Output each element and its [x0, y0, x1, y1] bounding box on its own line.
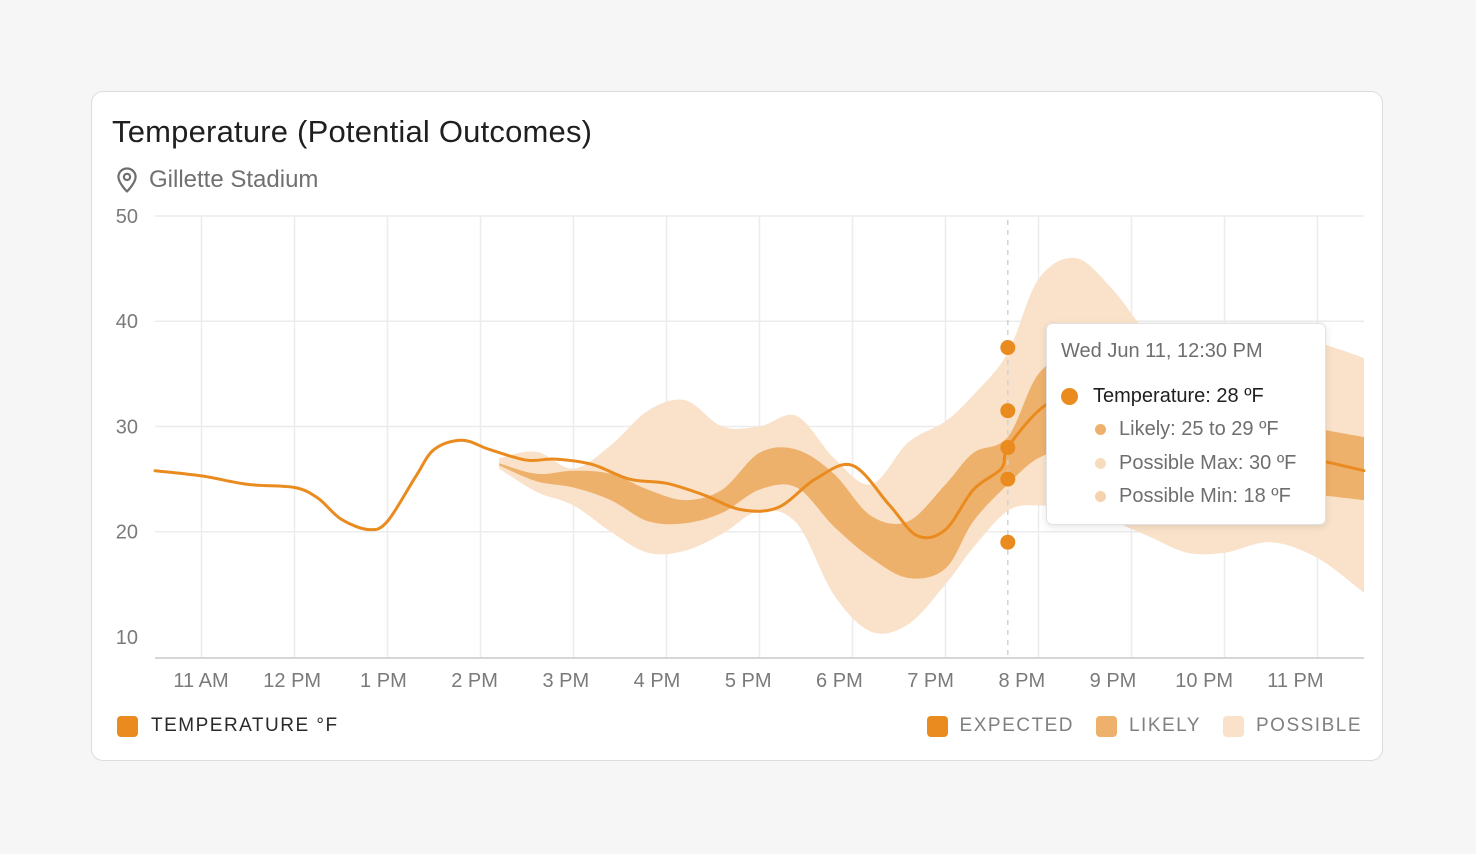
- y-axis-ticks: 10 20 30 40 50: [116, 206, 138, 649]
- x-tick-label: 10 PM: [1175, 670, 1233, 692]
- x-tick-label: 4 PM: [634, 670, 681, 692]
- expected-swatch: [926, 715, 948, 737]
- tooltip-min-dot: [1095, 491, 1106, 502]
- legend-expected-label: EXPECTED: [959, 715, 1074, 736]
- x-tick-label: 12 PM: [263, 670, 321, 692]
- tooltip-possible-min: Possible Min: 18 ºF: [1095, 485, 1291, 508]
- hover-point-1: [1000, 403, 1016, 419]
- hover-point-4: [1000, 534, 1016, 550]
- x-tick-label: 5 PM: [725, 670, 772, 692]
- tooltip-expected-dot: [1061, 388, 1078, 405]
- legend-possible-label: POSSIBLE: [1256, 715, 1362, 736]
- y-tick-label: 30: [116, 416, 138, 438]
- temperature-swatch: [117, 715, 138, 737]
- chart-card: Temperature (Potential Outcomes) Gillett…: [91, 91, 1383, 761]
- likely-swatch: [1095, 715, 1117, 737]
- legend-temperature-label: TEMPERATURE °F: [151, 715, 339, 736]
- x-axis-ticks: 11 AM 12 PM 1 PM 2 PM 3 PM 4 PM 5 PM 6 PM 7 PM 8 …: [173, 670, 1323, 692]
- legend-outcomes: EXPECTED LIKELY POSSIBLE: [926, 715, 1362, 737]
- tooltip-max-label: Possible Max: 30 ºF: [1119, 452, 1297, 474]
- x-tick-label: 11 AM: [173, 670, 228, 692]
- chart-title: Temperature (Potential Outcomes): [112, 114, 593, 149]
- hover-point-3: [1000, 471, 1016, 487]
- x-tick-label: 1 PM: [360, 670, 407, 692]
- tooltip-date: Wed Jun 11, 12:30 PM: [1061, 340, 1263, 362]
- hover-layer: [1000, 220, 1016, 658]
- hover-tooltip: Wed Jun 11, 12:30 PM Temperature: 28 ºF …: [1046, 323, 1326, 525]
- tooltip-likely-dot: [1095, 424, 1106, 435]
- location-subtitle: Gillette Stadium: [114, 166, 318, 194]
- x-tick-label: 6 PM: [816, 670, 863, 692]
- location-label: Gillette Stadium: [149, 166, 319, 193]
- y-tick-label: 20: [116, 522, 138, 544]
- legend-likely-label: LIKELY: [1128, 715, 1201, 736]
- tooltip-max-dot: [1095, 458, 1106, 469]
- x-tick-label: 3 PM: [542, 670, 589, 692]
- hover-point-0: [1000, 340, 1016, 356]
- tooltip-likely-label: Likely: 25 to 29 ºF: [1119, 418, 1279, 440]
- x-tick-label: 11 PM: [1267, 670, 1323, 692]
- tooltip-likely: Likely: 25 to 29 ºF: [1095, 418, 1279, 441]
- legend-possible[interactable]: POSSIBLE: [1223, 715, 1362, 737]
- x-tick-label: 9 PM: [1090, 670, 1137, 692]
- y-tick-label: 40: [116, 311, 138, 333]
- hover-point-2: [1000, 440, 1016, 456]
- tooltip-possible-max: Possible Max: 30 ºF: [1095, 452, 1296, 475]
- tooltip-min-label: Possible Min: 18 ºF: [1119, 485, 1291, 507]
- tooltip-temperature-label: Temperature: 28 ºF: [1093, 385, 1264, 407]
- legend-expected[interactable]: EXPECTED: [926, 715, 1074, 737]
- possible-swatch: [1223, 715, 1244, 737]
- y-tick-label: 10: [116, 627, 138, 649]
- tooltip-temperature: Temperature: 28 ºF: [1061, 385, 1264, 408]
- map-pin-icon: [117, 167, 137, 193]
- x-tick-label: 7 PM: [907, 670, 954, 692]
- y-tick-label: 50: [116, 206, 138, 228]
- x-tick-label: 2 PM: [451, 670, 498, 692]
- legend-likely[interactable]: LIKELY: [1095, 715, 1201, 737]
- x-tick-label: 8 PM: [998, 670, 1045, 692]
- legend-temperature[interactable]: TEMPERATURE °F: [117, 715, 339, 737]
